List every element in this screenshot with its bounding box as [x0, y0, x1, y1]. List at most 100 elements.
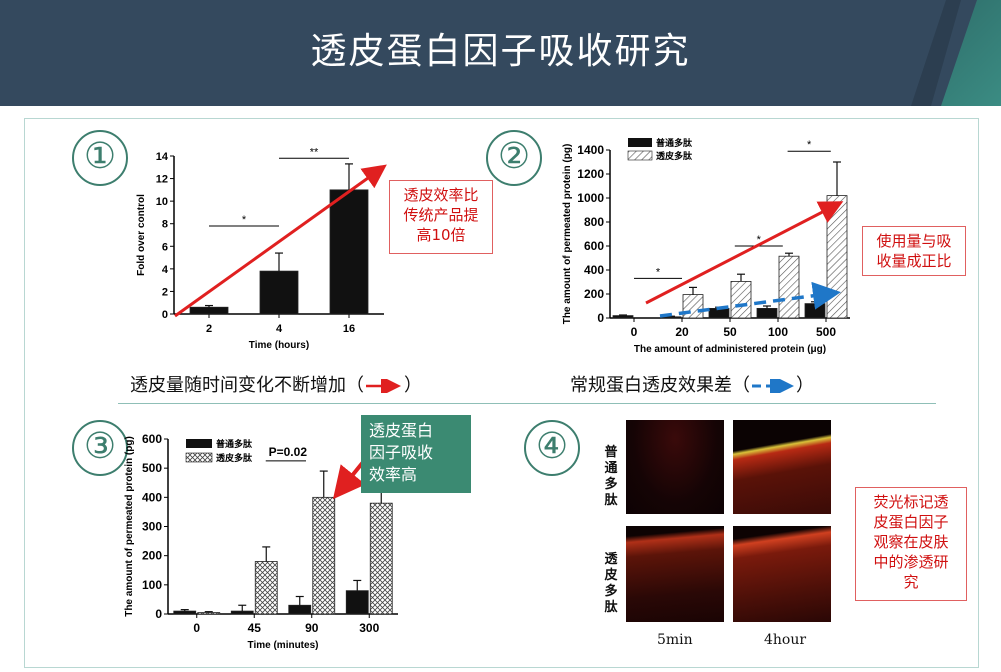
row-label-transdermal: 透皮多肽: [604, 552, 618, 615]
blue-arrow-chart2: [659, 281, 841, 318]
caption-text: 常规蛋白透皮效果差（: [570, 375, 750, 396]
x-tick-label: 0: [193, 621, 200, 635]
x-tick-label: 50: [723, 325, 737, 339]
note-chart1: 透皮效率比 传统产品提 高10倍: [389, 180, 493, 254]
x-axis-label: Time (hours): [249, 340, 309, 351]
significance-mark: *: [757, 234, 762, 246]
legend-label: 透皮多肽: [216, 452, 253, 463]
significance-annotation: P=0.02: [269, 445, 308, 459]
note-line: 使用量与吸: [876, 232, 952, 250]
note-chart3: 透皮蛋白 因子吸收 效率高: [361, 415, 471, 493]
bar: [312, 496, 336, 615]
micrograph-transdermal-4hour: [733, 526, 831, 622]
time-label-5min: 5min: [657, 632, 693, 648]
note-line: 荧光标记透: [873, 493, 949, 511]
note-line: 高10倍: [416, 226, 466, 244]
y-axis-label: Fold over control: [136, 194, 147, 276]
note-line: 观察在皮肤: [873, 533, 949, 551]
note-line: 效率高: [369, 465, 418, 484]
header-bar: 透皮蛋白因子吸收研究: [0, 0, 1001, 106]
caption-end: ）: [796, 375, 814, 396]
caption-panel1: 透皮量随时间变化不断增加（ ）: [130, 371, 422, 397]
legend-swatch: [628, 138, 652, 147]
legend-label: 透皮多肽: [656, 150, 693, 161]
y-tick-label: 10: [156, 196, 168, 208]
x-tick-label: 100: [768, 325, 788, 339]
x-axis-label: The amount of administered protein (μg): [634, 344, 826, 355]
y-tick-label: 400: [142, 490, 162, 504]
y-tick-label: 1400: [577, 143, 604, 157]
chart-permeated-vs-dose: 0 200 400 600 800 1000 1200 1400 0 20 50 100 500 The …: [562, 137, 850, 355]
bar: [259, 270, 299, 315]
chart-permeated-vs-time: 0 100 200 300 400 500 600 0 45 90 300 Time (minutes…: [124, 432, 398, 651]
bar: [197, 612, 221, 615]
y-tick-label: 1200: [577, 167, 604, 181]
x-tick-label: 90: [305, 621, 319, 635]
chart-fold-over-control: 0 2 4 6 8 10 12 14 2 4 16 Time (hours) Fold over con…: [136, 146, 384, 351]
y-tick-label: 4: [162, 264, 169, 276]
x-tick-label: 0: [631, 325, 638, 339]
row-label-ordinary: 普通多肽: [604, 445, 618, 508]
significance-mark: **: [310, 146, 319, 158]
x-tick-label: 16: [343, 323, 355, 335]
section-divider: [118, 403, 936, 404]
note-panel4: 荧光标记透 皮蛋白因子 观察在皮肤 中的渗透研 究: [855, 487, 967, 601]
y-tick-label: 800: [584, 215, 604, 229]
y-tick-label: 200: [584, 287, 604, 301]
y-tick-label: 600: [584, 239, 604, 253]
y-tick-label: 200: [142, 549, 162, 563]
y-tick-label: 8: [162, 219, 168, 231]
red-arrow-chart2: [645, 201, 844, 305]
note-chart2: 使用量与吸 收量成正比: [862, 226, 966, 276]
bar: [345, 590, 369, 615]
micrograph-transdermal-5min: [626, 526, 724, 622]
y-tick-label: 0: [155, 607, 162, 621]
red-arrow-legend-icon: [366, 376, 401, 396]
y-axis-label: The amount of permeated protein (pg): [124, 436, 135, 617]
caption-end: ）: [404, 375, 422, 396]
panel-number-3: ③: [72, 420, 128, 476]
note-line: 究: [903, 573, 919, 591]
caption-panel2: 常规蛋白透皮效果差（ ）: [570, 371, 814, 398]
bar: [778, 255, 800, 319]
x-tick-label: 45: [248, 621, 262, 635]
legend-label: 普通多肽: [216, 438, 253, 449]
legend-swatch: [185, 452, 213, 463]
note-line: 传统产品提: [403, 206, 479, 224]
x-tick-label: 4: [276, 323, 283, 335]
y-tick-label: 100: [142, 578, 162, 592]
significance-mark: *: [242, 214, 247, 226]
bar: [329, 189, 369, 315]
caption-text: 透皮量随时间变化不断增加（: [130, 375, 364, 396]
legend-swatch: [186, 439, 212, 448]
legend-swatch: [627, 150, 653, 161]
note-line: 透皮蛋白: [369, 421, 434, 440]
note-line: 中的渗透研: [873, 553, 949, 571]
y-tick-label: 400: [584, 263, 604, 277]
y-tick-label: 6: [162, 241, 168, 253]
legend-label: 普通多肽: [656, 137, 693, 148]
panel-number-1: ①: [72, 130, 128, 186]
blue-dashed-arrow-legend-icon: [752, 374, 794, 398]
x-tick-label: 20: [675, 325, 689, 339]
page-title: 透皮蛋白因子吸收研究: [310, 31, 691, 72]
x-tick-label: 500: [816, 325, 836, 339]
y-tick-label: 0: [162, 309, 168, 321]
x-axis-label: Time (minutes): [248, 640, 319, 651]
y-tick-label: 500: [142, 461, 162, 475]
significance-mark: *: [807, 139, 812, 151]
note-line: 皮蛋白因子: [873, 513, 949, 531]
y-tick-label: 12: [156, 174, 168, 186]
red-arrow-chart1: [174, 164, 387, 318]
panel-number-2: ②: [486, 130, 542, 186]
note-line: 因子吸收: [369, 443, 434, 462]
note-line: 收量成正比: [876, 252, 952, 270]
y-tick-label: 14: [156, 151, 169, 163]
micrograph-ordinary-4hour: [733, 420, 831, 514]
y-tick-label: 2: [162, 286, 168, 298]
x-tick-label: 300: [359, 621, 379, 635]
y-axis-label: The amount of permeated protein (pg): [562, 144, 573, 325]
x-tick-label: 2: [206, 323, 212, 335]
panel-number-4: ④: [524, 420, 580, 476]
